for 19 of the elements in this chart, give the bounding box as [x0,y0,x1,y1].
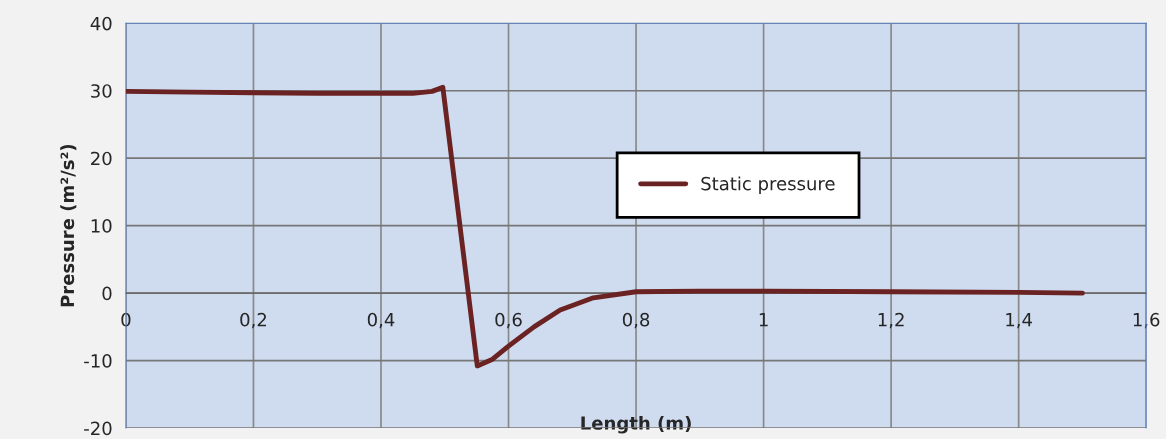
y-tick-label: 30 [91,84,112,98]
y-tick-label: 0 [102,286,112,301]
x-tick-label: 0,4 [367,312,395,329]
x-tick-label: 1,6 [1133,312,1160,329]
x-tick-label: 0,6 [495,312,522,329]
y-tick-label: 40 [90,16,112,31]
x-tick-label: 1,2 [878,312,904,329]
x-tick-label: 1 [759,313,768,327]
y-tick-label: -10 [84,354,112,368]
legend-label: Static pressure [701,176,835,194]
y-tick-label: -20 [84,421,112,436]
y-tick-label: 20 [91,151,112,166]
x-tick-label: 0,8 [622,312,650,329]
x-tick-label: 0 [121,312,131,327]
x-tick-label: 0,2 [240,312,267,329]
x-axis-title: Length (m) [581,415,691,434]
x-tick-label: 1,4 [1006,313,1032,329]
y-tick-label: 10 [91,219,112,233]
y-axis-title: Pressure (m²/s²) [60,144,77,307]
